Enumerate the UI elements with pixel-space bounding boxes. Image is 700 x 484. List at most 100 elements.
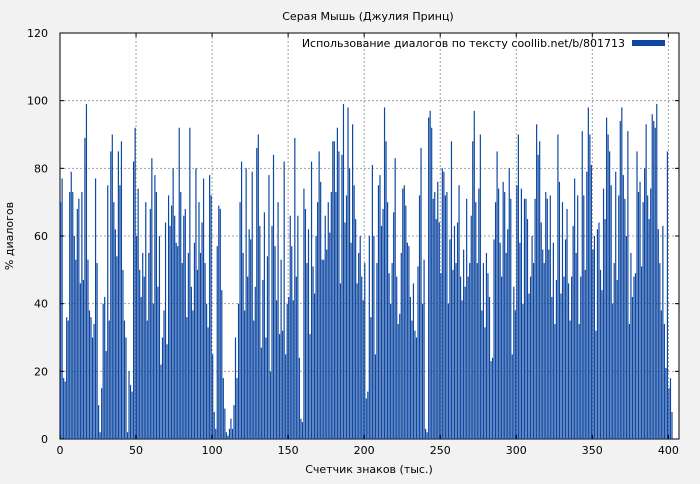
- bar: [409, 296, 411, 439]
- bar: [228, 428, 231, 439]
- bar: [245, 168, 247, 440]
- bar: [402, 188, 404, 439]
- bar: [431, 127, 433, 439]
- bar: [660, 310, 662, 439]
- bar: [599, 269, 602, 439]
- bar: [216, 246, 218, 439]
- bar: [534, 198, 536, 439]
- bar: [605, 117, 608, 439]
- bar: [627, 131, 629, 439]
- bar: [463, 249, 465, 439]
- bar: [257, 134, 259, 439]
- bar: [514, 310, 516, 439]
- bar: [263, 212, 265, 439]
- bar: [434, 192, 436, 439]
- bar: [69, 192, 71, 439]
- bar: [201, 222, 203, 439]
- bar: [393, 212, 395, 439]
- bar: [248, 229, 250, 439]
- bar: [75, 259, 77, 439]
- bar: [186, 317, 188, 439]
- bar: [637, 192, 640, 439]
- bar: [429, 110, 431, 440]
- bar: [253, 320, 255, 439]
- bar: [327, 202, 329, 439]
- bar: [441, 168, 443, 440]
- bar: [613, 263, 615, 439]
- bar: [143, 276, 145, 439]
- bar: [271, 225, 273, 439]
- bar: [94, 178, 97, 439]
- bar: [475, 202, 477, 439]
- bar: [485, 252, 488, 439]
- bar: [552, 242, 554, 439]
- bar: [449, 239, 451, 439]
- bar: [136, 236, 138, 439]
- bar: [98, 405, 100, 439]
- bar: [356, 283, 358, 439]
- bar: [224, 408, 226, 439]
- bar: [206, 303, 208, 439]
- bar: [66, 317, 68, 439]
- bar: [282, 330, 284, 439]
- bar: [415, 337, 418, 439]
- bar: [622, 175, 624, 439]
- bar: [604, 219, 606, 439]
- bar: [396, 276, 398, 439]
- bar: [526, 219, 529, 439]
- bar: [227, 435, 229, 439]
- bar: [355, 219, 357, 439]
- bar: [88, 310, 91, 439]
- bar: [60, 202, 62, 439]
- bar: [505, 252, 507, 439]
- bar: [140, 296, 142, 439]
- bar: [96, 263, 98, 439]
- bar: [543, 263, 545, 439]
- bar: [428, 117, 430, 439]
- bar: [563, 276, 565, 439]
- x-tick-label: 200: [354, 444, 375, 457]
- bar: [432, 198, 434, 439]
- bar: [592, 249, 594, 439]
- bar: [571, 276, 573, 439]
- x-tick-label: 150: [278, 444, 299, 457]
- bar: [548, 249, 550, 439]
- bar: [400, 252, 402, 439]
- bar: [317, 202, 319, 439]
- bar: [577, 195, 579, 439]
- y-tick-label: 20: [34, 365, 48, 378]
- bar: [525, 198, 527, 439]
- bar: [408, 246, 410, 439]
- bar: [275, 300, 278, 439]
- x-tick-label: 250: [430, 444, 451, 457]
- bar: [499, 242, 501, 439]
- bar: [129, 384, 132, 439]
- bar: [134, 127, 136, 439]
- bar: [642, 202, 644, 439]
- bar: [607, 134, 609, 439]
- bar: [612, 303, 614, 439]
- bar: [405, 205, 407, 439]
- bar: [254, 286, 256, 439]
- bar: [438, 222, 440, 439]
- bar: [70, 171, 72, 439]
- bar: [339, 283, 342, 439]
- bar: [484, 327, 486, 439]
- bar: [616, 279, 618, 439]
- bar: [181, 263, 183, 439]
- bar: [558, 181, 561, 439]
- bar: [425, 428, 427, 439]
- bar: [634, 273, 637, 439]
- bar: [536, 124, 538, 439]
- bar: [470, 215, 472, 439]
- bar: [196, 269, 199, 439]
- bar: [137, 188, 139, 439]
- bar: [564, 239, 567, 439]
- bar: [171, 205, 173, 439]
- bar: [93, 323, 95, 439]
- bar: [377, 185, 380, 439]
- bar: [545, 192, 547, 439]
- bar: [213, 411, 215, 439]
- bar: [510, 198, 512, 439]
- bar: [359, 236, 361, 439]
